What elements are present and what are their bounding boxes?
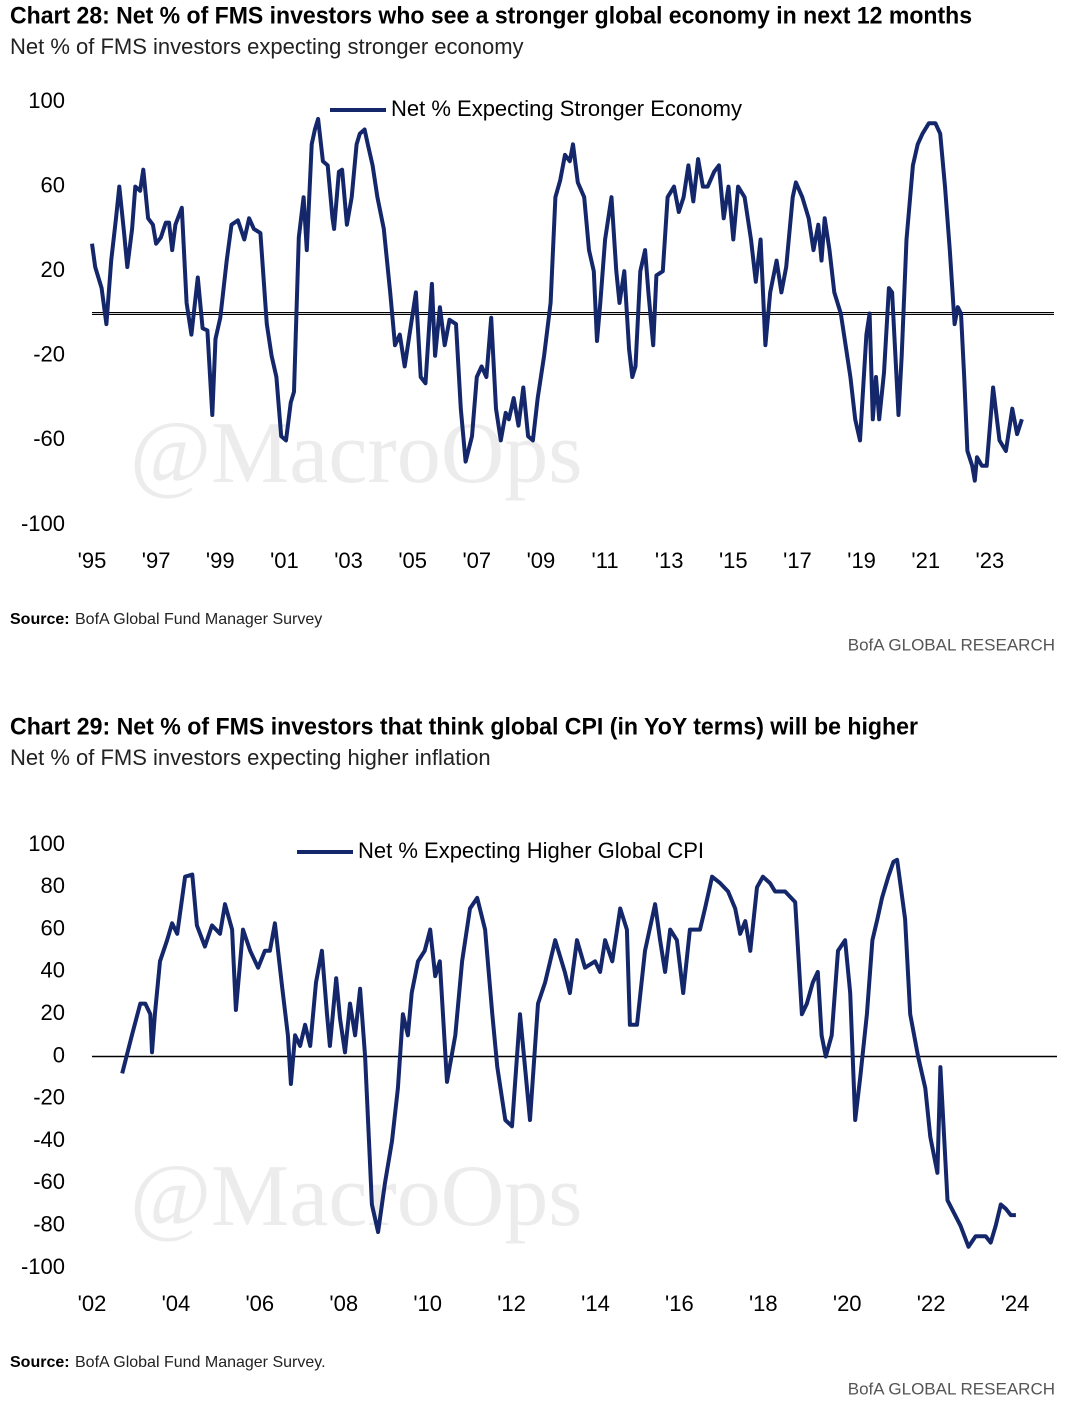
chart: Chart 28: Net % of FMS investors who see… bbox=[10, 2, 1055, 654]
source-label: Source: bbox=[10, 1354, 70, 1371]
y-tick-label: 100 bbox=[28, 831, 65, 856]
x-tick-label: '15 bbox=[719, 548, 748, 573]
chart-subtitle: Net % of FMS investors expecting stronge… bbox=[10, 34, 524, 59]
x-tick-label: '05 bbox=[398, 548, 427, 573]
y-tick-label: 100 bbox=[28, 88, 65, 113]
x-tick-label: '16 bbox=[665, 1291, 694, 1316]
series-line bbox=[120, 857, 1016, 1249]
x-tick-label: '24 bbox=[1001, 1291, 1030, 1316]
source: BofA Global Fund Manager Survey. bbox=[75, 1354, 326, 1371]
footer: BofA GLOBAL RESEARCH bbox=[848, 635, 1055, 654]
legend-label: Net % Expecting Higher Global CPI bbox=[358, 838, 704, 863]
x-tick-label: '04 bbox=[162, 1291, 191, 1316]
x-tick-label: '09 bbox=[527, 548, 556, 573]
x-tick-label: '12 bbox=[497, 1291, 526, 1316]
x-tick-label: '17 bbox=[783, 548, 812, 573]
y-tick-label: 60 bbox=[41, 172, 65, 197]
x-tick-label: '10 bbox=[413, 1291, 442, 1316]
source: BofA Global Fund Manager Survey bbox=[75, 611, 322, 628]
legend-label: Net % Expecting Stronger Economy bbox=[391, 96, 742, 121]
x-tick-label: '19 bbox=[847, 548, 876, 573]
x-tick-label: '95 bbox=[78, 548, 107, 573]
chart-title: Chart 29: Net % of FMS investors that th… bbox=[10, 713, 918, 740]
y-tick-label: 20 bbox=[41, 1000, 65, 1025]
x-tick-label: '11 bbox=[592, 548, 619, 573]
watermark: @MacroOps bbox=[130, 1148, 583, 1245]
chart-subtitle: Net % of FMS investors expecting higher … bbox=[10, 745, 491, 770]
y-tick-label: -20 bbox=[33, 1085, 65, 1110]
y-tick-label: -100 bbox=[21, 511, 65, 536]
chart-title: Chart 28: Net % of FMS investors who see… bbox=[10, 2, 972, 29]
x-tick-label: '03 bbox=[334, 548, 363, 573]
x-tick-label: '20 bbox=[833, 1291, 862, 1316]
y-tick-label: -60 bbox=[33, 426, 65, 451]
x-tick-label: '06 bbox=[245, 1291, 274, 1316]
y-tick-label: -80 bbox=[33, 1212, 65, 1237]
y-tick-label: 40 bbox=[41, 958, 65, 983]
x-tick-label: '97 bbox=[142, 548, 171, 573]
y-tick-label: 0 bbox=[53, 1042, 65, 1067]
y-tick-label: -20 bbox=[33, 342, 65, 367]
chart: Chart 29: Net % of FMS investors that th… bbox=[10, 713, 1057, 1398]
x-tick-label: '23 bbox=[976, 548, 1005, 573]
x-tick-label: '21 bbox=[911, 548, 940, 573]
x-tick-label: '07 bbox=[462, 548, 491, 573]
x-tick-label: '14 bbox=[581, 1291, 610, 1316]
footer: BofA GLOBAL RESEARCH bbox=[848, 1379, 1055, 1398]
x-tick-label: '02 bbox=[78, 1291, 107, 1316]
x-tick-label: '13 bbox=[655, 548, 684, 573]
source-label: Source: bbox=[10, 611, 70, 628]
x-tick-label: '18 bbox=[749, 1291, 778, 1316]
y-tick-label: -100 bbox=[21, 1254, 65, 1279]
x-tick-label: '99 bbox=[206, 548, 235, 573]
y-tick-label: 20 bbox=[41, 257, 65, 282]
y-tick-label: -60 bbox=[33, 1169, 65, 1194]
y-tick-label: 60 bbox=[41, 915, 65, 940]
watermark: @MacroOps bbox=[130, 405, 583, 502]
y-tick-label: -40 bbox=[33, 1127, 65, 1152]
x-tick-label: '08 bbox=[329, 1291, 358, 1316]
series-line bbox=[90, 116, 1024, 483]
x-tick-label: '22 bbox=[917, 1291, 946, 1316]
y-tick-label: 80 bbox=[41, 873, 65, 898]
x-tick-label: '01 bbox=[270, 548, 299, 573]
